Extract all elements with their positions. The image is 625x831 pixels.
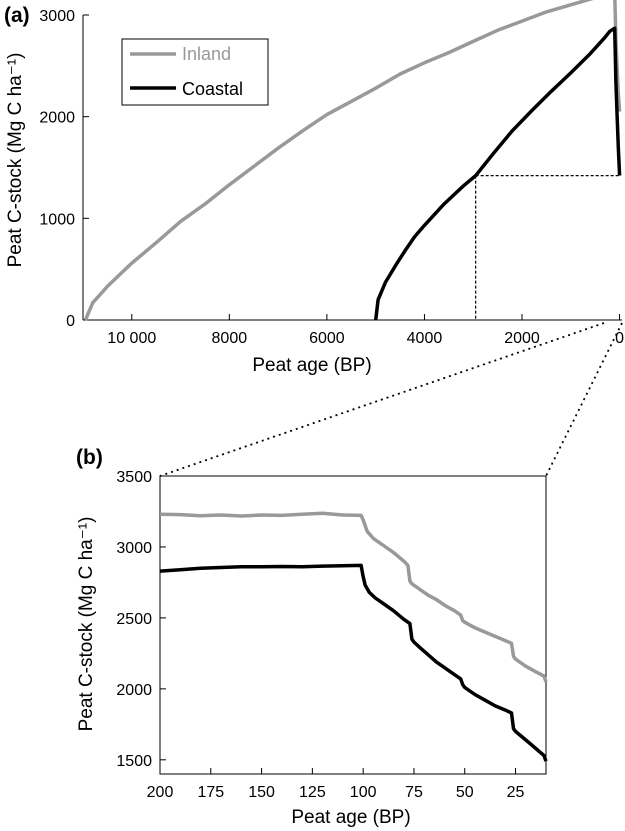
y-axis-title-a: Peat C-stock (Mg C ha⁻¹) [5,53,26,268]
y-tick-label-b: 2500 [116,611,152,628]
legend: Inland Coastal [121,38,269,106]
legend-box [121,38,269,106]
x-tick-label-a: 8000 [212,330,248,347]
x-axis-title-b: Peat age (BP) [291,807,410,828]
series-line-coastal-a [373,26,622,321]
x-tick-label-b: 25 [507,784,525,801]
x-axis-title-a: Peat age (BP) [252,355,371,376]
x-tick-label-b: 200 [147,784,174,801]
legend-label-inland: Inland [182,44,231,64]
x-tick-label-a: 10 000 [107,330,156,347]
x-tick-label-b: 125 [299,784,326,801]
y-tick-label-a: 1000 [39,211,75,228]
y-axis-title-b: Peat C-stock (Mg C ha⁻¹) [76,517,97,732]
zoom-connector-right [545,322,623,477]
x-tick-label-b: 100 [350,784,377,801]
plot-frame-b [159,475,547,775]
zoom-connector-left [159,322,605,477]
x-tick-label-a: 4000 [407,330,443,347]
x-tick-label-a: 6000 [309,330,345,347]
series-line-coastal-b [159,563,548,762]
series-line-inland-a [83,0,622,321]
chart-panel-a: 10 000 8000 6000 4000 2000 0 0 1000 2000 3000 [39,0,624,347]
y-tick-label-b: 1500 [116,753,152,770]
x-tick-label-a: 2000 [504,330,540,347]
panel-label-a: (a) [4,4,30,27]
y-tick-label-a: 0 [66,313,75,330]
x-tick-label-b: 50 [456,784,474,801]
x-tick-label-b: 75 [405,784,423,801]
panel-label-b: (b) [76,446,103,469]
legend-label-coastal: Coastal [182,79,243,99]
x-tick-label-b: 150 [248,784,275,801]
y-tick-label-a: 2000 [39,110,75,127]
y-tick-label-b: 3500 [116,469,152,486]
chart-panel-b: 200 175 150 125 100 75 50 25 1500 2000 2500 3000 350… [116,469,548,801]
x-tick-label-a: 0 [615,330,624,347]
series-line-inland-b [159,511,548,683]
x-tick-label-b: 175 [197,784,224,801]
y-tick-label-a: 3000 [39,8,75,25]
y-tick-label-b: 3000 [116,540,152,557]
y-tick-label-b: 2000 [116,682,152,699]
